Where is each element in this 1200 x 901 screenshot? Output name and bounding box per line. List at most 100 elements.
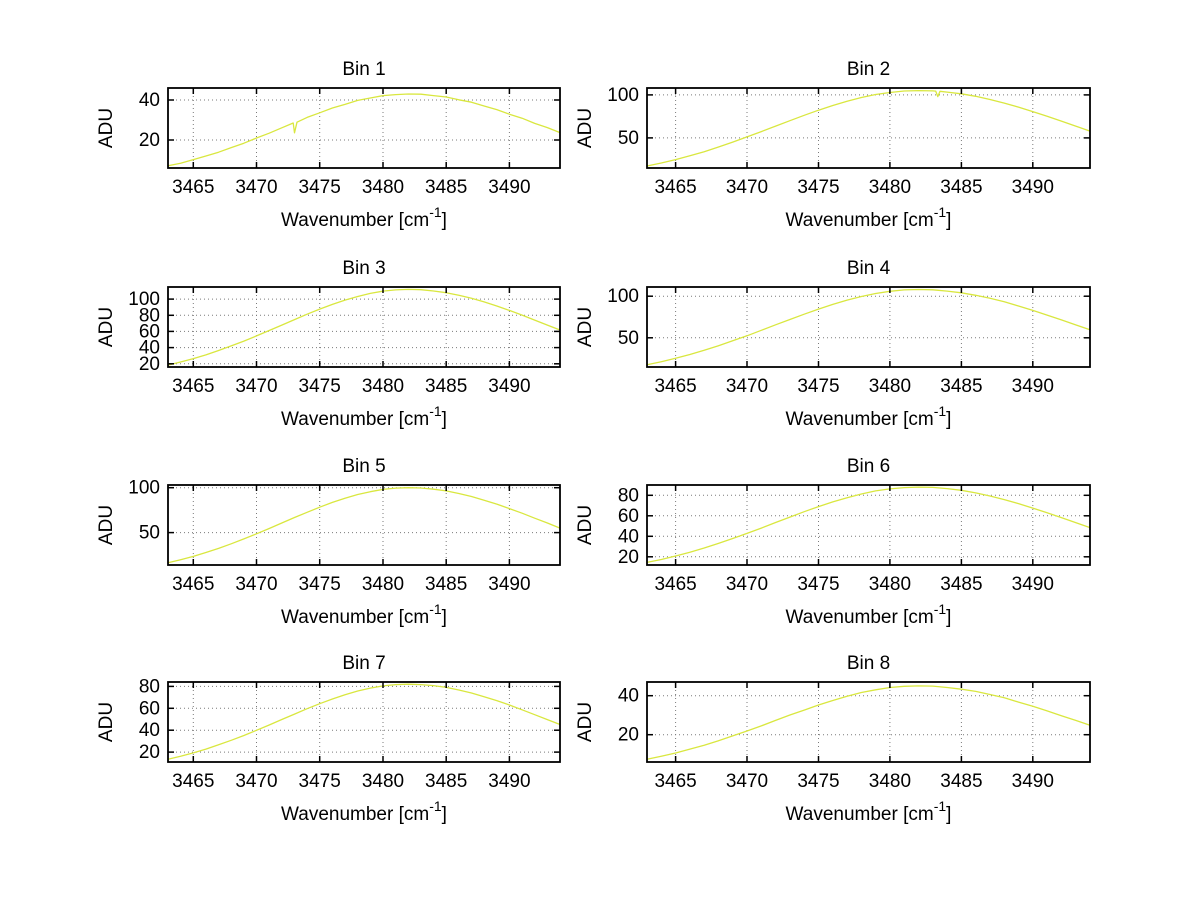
x-tick-label: 3470: [235, 177, 277, 198]
x-tick-label: 3465: [654, 376, 696, 397]
y-tick-label: 50: [618, 128, 639, 149]
y-axis-label: ADU: [96, 108, 117, 148]
x-axis-label: Wavenumber [cm-1]: [786, 601, 952, 628]
spectrum-line: [167, 487, 561, 564]
x-tick-label: 3490: [1012, 574, 1054, 595]
y-axis-label: ADU: [96, 505, 117, 545]
x-tick-label: 3470: [726, 177, 768, 198]
x-tick-label: 3485: [940, 177, 982, 198]
x-tick-label: 3480: [362, 177, 404, 198]
x-tick-label: 3480: [362, 574, 404, 595]
subplot-bin-4: 3465 3470 3475 3480 3485 3490 50 100 Bin 4 ADU Wav…: [575, 258, 1091, 430]
x-axis-label: Wavenumber [cm-1]: [281, 403, 447, 430]
y-tick-label: 100: [128, 478, 160, 499]
x-tick-label: 3465: [172, 177, 214, 198]
x-tick-label: 3470: [726, 574, 768, 595]
x-tick-label: 3475: [299, 376, 341, 397]
x-tick-label: 3480: [869, 771, 911, 792]
x-tick-label: 3490: [488, 177, 530, 198]
y-tick-label: 80: [618, 485, 639, 506]
y-tick-label: 40: [139, 338, 160, 359]
spectrum-line: [167, 683, 561, 760]
subplot-bin-2: 3465 3470 3475 3480 3485 3490 50 100 Bin 2 ADU Wav…: [575, 59, 1091, 231]
subplot-title: Bin 3: [342, 258, 385, 279]
y-tick-label: 50: [618, 328, 639, 349]
x-tick-label: 3480: [869, 574, 911, 595]
axes-box: [167, 286, 561, 368]
x-tick-label: 3485: [425, 376, 467, 397]
subplot-title: Bin 6: [847, 456, 890, 477]
x-tick-label: 3485: [940, 376, 982, 397]
x-tick-label: 3480: [362, 376, 404, 397]
y-tick-label: 20: [139, 130, 160, 151]
spectrum-line: [646, 486, 1091, 564]
y-tick-label: 80: [139, 305, 160, 326]
x-tick-label: 3470: [235, 376, 277, 397]
x-tick-label: 3465: [172, 574, 214, 595]
x-tick-label: 3475: [299, 574, 341, 595]
y-axis-label: ADU: [575, 108, 596, 148]
x-tick-label: 3490: [488, 771, 530, 792]
y-tick-label: 100: [607, 85, 639, 106]
axes-box: [646, 484, 1091, 566]
x-tick-label: 3490: [488, 574, 530, 595]
y-tick-label: 20: [618, 547, 639, 568]
y-tick-label: 20: [139, 354, 160, 375]
x-tick-label: 3470: [235, 771, 277, 792]
y-tick-label: 100: [128, 289, 160, 310]
spectrum-line: [167, 288, 561, 366]
x-tick-label: 3475: [797, 376, 839, 397]
subplot-title: Bin 1: [342, 59, 385, 80]
x-tick-label: 3485: [425, 574, 467, 595]
x-tick-label: 3465: [654, 574, 696, 595]
y-tick-label: 20: [139, 742, 160, 763]
x-tick-label: 3490: [1012, 376, 1054, 397]
x-tick-label: 3465: [172, 771, 214, 792]
x-tick-label: 3480: [362, 771, 404, 792]
axes-box: [646, 681, 1091, 763]
x-tick-label: 3485: [425, 771, 467, 792]
x-tick-label: 3490: [488, 376, 530, 397]
x-tick-label: 3475: [299, 177, 341, 198]
y-tick-label: 40: [139, 90, 160, 111]
x-axis-label: Wavenumber [cm-1]: [786, 798, 952, 825]
subplot-bin-8: 3465 3470 3475 3480 3485 3490 20 40 Bin 8 ADU Wave…: [575, 653, 1091, 825]
subplot-title: Bin 4: [847, 258, 891, 279]
x-tick-label: 3475: [299, 771, 341, 792]
spectrum-line: [646, 685, 1091, 760]
subplot-title: Bin 8: [847, 653, 890, 674]
y-tick-label: 60: [139, 321, 160, 342]
axes-box: [646, 286, 1091, 368]
y-tick-label: 40: [618, 526, 639, 547]
x-axis-label: Wavenumber [cm-1]: [281, 204, 447, 231]
axes-box: [167, 87, 561, 169]
y-axis-label: ADU: [575, 505, 596, 545]
spectrum-line: [167, 93, 561, 167]
y-tick-label: 40: [618, 686, 639, 707]
x-tick-label: 3490: [1012, 771, 1054, 792]
y-tick-label: 60: [618, 506, 639, 527]
x-tick-label: 3465: [654, 771, 696, 792]
x-tick-label: 3485: [940, 574, 982, 595]
x-tick-label: 3485: [425, 177, 467, 198]
x-tick-label: 3480: [869, 376, 911, 397]
x-tick-label: 3490: [1012, 177, 1054, 198]
subplot-title: Bin 5: [342, 456, 385, 477]
x-tick-label: 3475: [797, 177, 839, 198]
x-tick-label: 3470: [726, 376, 768, 397]
x-tick-label: 3475: [797, 771, 839, 792]
axes-box: [167, 681, 561, 763]
subplot-title: Bin 2: [847, 59, 890, 80]
spectrum-line: [646, 89, 1091, 167]
x-axis-label: Wavenumber [cm-1]: [281, 601, 447, 628]
y-tick-label: 50: [139, 523, 160, 544]
x-tick-label: 3465: [654, 177, 696, 198]
x-tick-label: 3470: [726, 771, 768, 792]
axes-box: [167, 484, 561, 566]
x-tick-label: 3480: [869, 177, 911, 198]
